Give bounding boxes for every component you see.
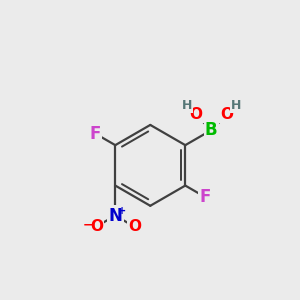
Text: F: F (90, 124, 101, 142)
Text: −: − (83, 219, 93, 232)
Text: O: O (220, 107, 233, 122)
Text: O: O (128, 219, 141, 234)
Text: H: H (182, 99, 192, 112)
Text: O: O (189, 107, 202, 122)
Text: H: H (231, 99, 241, 112)
Text: O: O (90, 219, 103, 234)
Text: N: N (108, 207, 122, 225)
Text: B: B (205, 121, 217, 139)
Text: +: + (118, 206, 126, 215)
Text: F: F (200, 188, 211, 206)
